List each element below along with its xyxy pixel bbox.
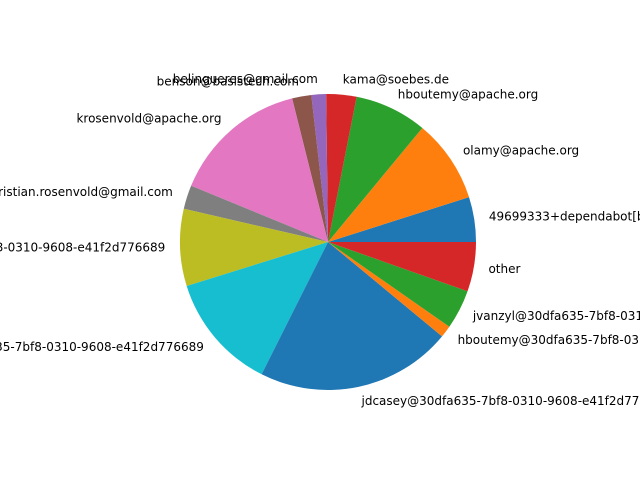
pie-slice-label: hboutemy@apache.org [398, 87, 538, 101]
pie-slices [180, 93, 476, 391]
pie-slice [328, 127, 470, 242]
pie-slice-label: jvanzyl@30dfa635-7bf8-0310-9608-e41f2d77… [472, 309, 640, 323]
pie-slice [180, 208, 328, 286]
pie-slice-label: kama@soebes.de [343, 72, 449, 86]
pie-slice [292, 94, 328, 242]
pie-slice-label: hboutemy@30dfa635-7bf8-0310-9608-e41f2d7… [458, 333, 640, 347]
pie-slice [183, 185, 328, 242]
pie-slice [311, 94, 328, 242]
pie-slice-label: olamy@apache.org [463, 143, 579, 157]
pie-slice [328, 242, 468, 327]
pie-slice-label: jdcasey@30dfa635-7bf8-0310-9608-e41f2d77… [361, 394, 640, 408]
pie-slice-label: other [488, 262, 520, 276]
pie-slice-label: belingueres@gmail.com [173, 72, 318, 86]
pie-slice-label: 49699333+dependabot[bot]@users.noreply.g… [489, 210, 640, 224]
pie-slice [328, 242, 450, 337]
pie-slice [261, 242, 443, 391]
pie-slice-label: benson@basistech.com [157, 74, 299, 88]
pie-slice [186, 242, 328, 375]
pie-slice-label: jvanzyl@30dfa635-7bf8-0310-9608-e41f2d77… [0, 340, 204, 354]
pie-slice [326, 93, 357, 242]
pie-slice [328, 242, 476, 292]
pie-labels: 49699333+dependabot[bot]@users.noreply.g… [0, 72, 640, 408]
pie-slice-label: kristian.rosenvold@gmail.com [0, 185, 173, 199]
pie-slice [328, 96, 423, 242]
pie-slice [191, 98, 328, 242]
pie-slice-label: bentmann@30dfa635-7bf8-0310-9608-e41f2d7… [0, 241, 165, 255]
pie-slice [328, 197, 476, 242]
pie-slice-label: krosenvold@apache.org [76, 111, 221, 125]
